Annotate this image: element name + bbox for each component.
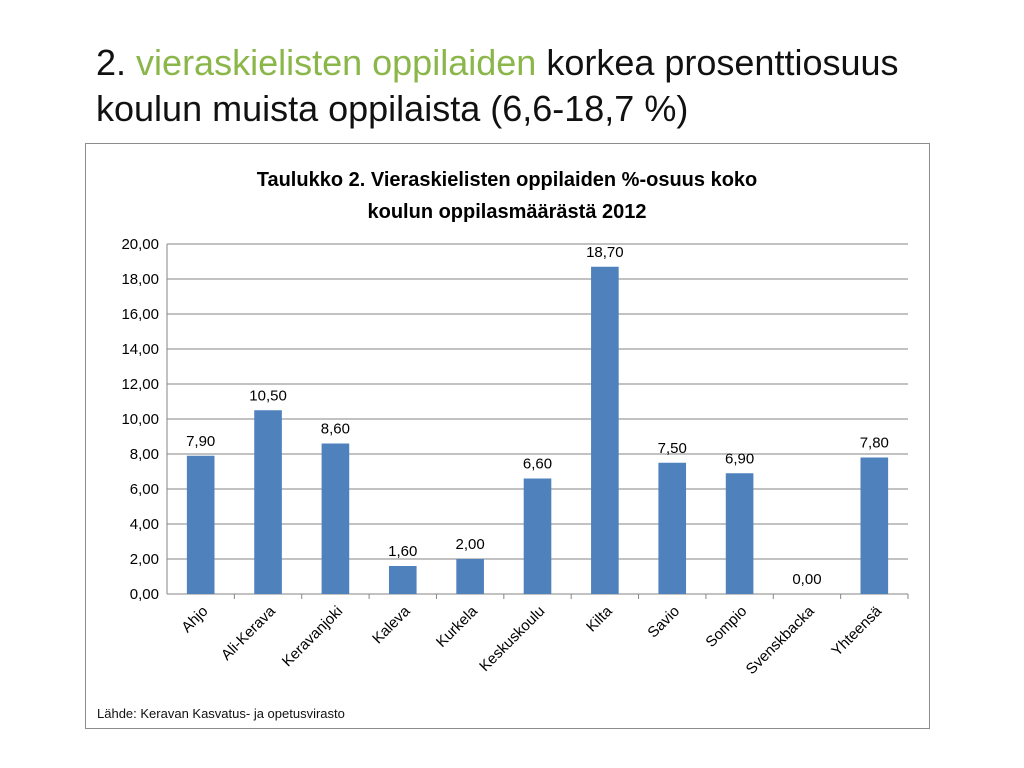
y-tick-label: 16,00 <box>121 306 159 323</box>
grid-layer <box>166 243 909 599</box>
data-label: 6,60 <box>523 456 552 473</box>
x-tick-label: Keskuskoulu <box>476 603 548 675</box>
slide-title: 2. vieraskielisten oppilaiden korkea pro… <box>96 40 976 132</box>
x-tick-label: Svenskbacka <box>743 602 819 678</box>
bar <box>456 559 484 594</box>
bar <box>388 566 417 594</box>
slide-title-number: 2. <box>96 42 127 83</box>
x-tick-label: Keravanjoki <box>279 603 346 670</box>
y-tick-label: 2,00 <box>130 551 159 568</box>
data-label: 7,80 <box>860 435 889 452</box>
data-label: 1,60 <box>388 543 417 560</box>
y-tick-label: 20,00 <box>121 236 159 253</box>
slide-title-line1: 2. vieraskielisten oppilaiden korkea pro… <box>96 40 976 86</box>
data-label: 8,60 <box>321 421 350 438</box>
bar <box>186 455 215 594</box>
x-tick-label: Kilta <box>583 602 616 635</box>
data-label: 0,00 <box>792 571 821 588</box>
bar <box>254 410 282 594</box>
slide-title-accent: vieraskielisten oppilaiden <box>136 42 537 83</box>
source-note: Lähde: Keravan Kasvatus- ja opetusvirast… <box>97 706 345 721</box>
y-tick-label: 0,00 <box>130 586 159 603</box>
y-tick-label: 8,00 <box>130 446 159 463</box>
y-tick-label: 6,00 <box>130 481 159 498</box>
data-label: 18,70 <box>586 244 624 261</box>
y-tick-label: 4,00 <box>130 516 159 533</box>
data-label: 7,90 <box>186 433 215 450</box>
bar <box>860 457 889 594</box>
x-tick-label: Savio <box>644 603 683 642</box>
y-tick-label: 18,00 <box>121 271 159 288</box>
x-tick-label: Ahjo <box>178 603 211 636</box>
bar <box>523 478 552 594</box>
x-tick-label: Yhteensä <box>828 602 885 659</box>
bar <box>658 462 687 594</box>
y-tick-label: 14,00 <box>121 341 159 358</box>
data-label: 6,90 <box>725 450 754 467</box>
bar <box>321 443 350 594</box>
label-layer: 0,00 2,00 4,00 6,00 8,00 10,00 12,00 14,00 16,00… <box>121 236 888 678</box>
bar <box>591 266 619 594</box>
chart-title-line2: koulun oppilasmäärästä 2012 <box>367 201 646 223</box>
data-label: 2,00 <box>456 536 485 553</box>
chart-title-line1: Taulukko 2. Vieraskielisten oppilaiden %… <box>257 169 758 191</box>
x-tick-label: Kurkela <box>433 602 481 650</box>
x-tick-label: Sompio <box>702 603 750 651</box>
data-label: 7,50 <box>658 440 687 457</box>
bar <box>725 473 754 594</box>
chart-frame: Taulukko 2. Vieraskielisten oppilaiden %… <box>85 143 930 729</box>
slide-title-rest: korkea prosenttiosuus <box>546 42 899 83</box>
data-label: 10,50 <box>249 387 287 404</box>
bar-chart: Taulukko 2. Vieraskielisten oppilaiden %… <box>121 169 909 678</box>
bar-layer <box>186 266 889 594</box>
x-tick-label: Kaleva <box>369 602 414 647</box>
slide-title-line2: koulun muista oppilaista (6,6-18,7 %) <box>96 88 689 129</box>
y-tick-label: 10,00 <box>121 411 159 428</box>
y-tick-label: 12,00 <box>121 376 159 393</box>
x-tick-label: Ali-Kerava <box>218 602 279 663</box>
